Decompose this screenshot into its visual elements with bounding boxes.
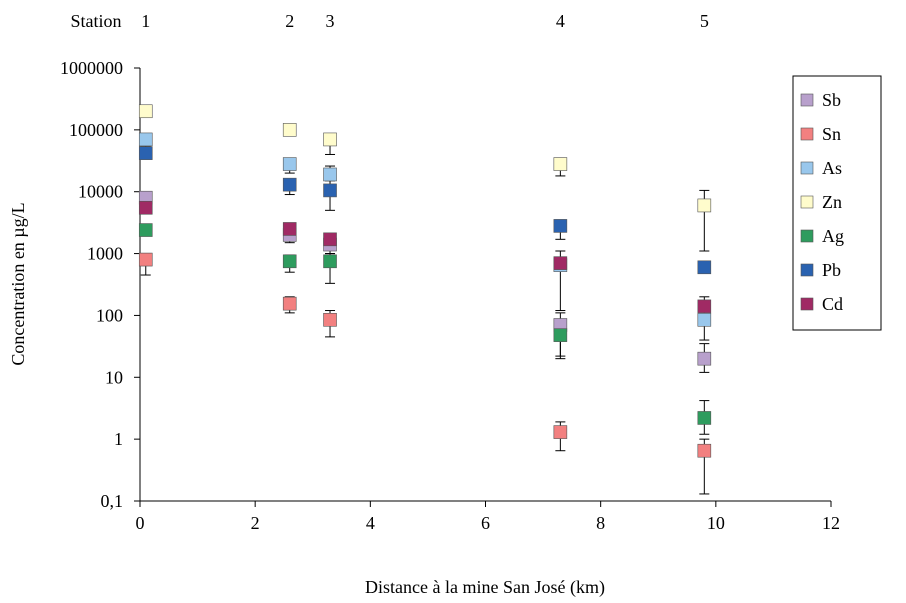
legend-label-zn: Zn [822,192,842,212]
point-zn [138,104,153,119]
point-sn [697,443,712,458]
point-pb [282,177,297,192]
point-zn [323,132,337,147]
legend-swatch-as [800,161,814,175]
legend-swatch-sb [800,93,814,107]
point-sn [138,252,153,267]
data-points [138,104,712,458]
error-bars [140,133,710,495]
y-tick-label: 1 [114,429,123,449]
tick-labels: 0,1 1 10 100 1000 10000 100000 1000000 0 2 4 6 8 10 12 [60,58,840,533]
y-tick-label: 100000 [69,120,123,140]
station-number: 1 [141,11,150,31]
station-number: 5 [700,11,709,31]
legend-label-sb: Sb [822,90,841,110]
station-number: 4 [556,11,565,31]
point-ag [323,254,337,269]
y-tick-label: 10000 [78,182,123,202]
point-as [282,157,297,171]
x-tick-label: 8 [596,513,605,533]
point-zn [697,198,712,213]
y-axis-label: Concentration en µg/L [8,202,28,365]
point-sb [697,351,712,366]
point-pb [697,260,712,275]
point-sn [282,296,297,311]
station-labels: Station 1 2 3 4 5 [70,11,708,31]
legend-label-sn: Sn [822,124,841,144]
point-cd [553,256,568,270]
point-as [323,167,337,182]
x-tick-label: 4 [366,513,375,533]
legend-label-cd: Cd [822,294,843,314]
point-cd [282,222,297,236]
x-axis-label: Distance à la mine San José (km) [365,577,605,598]
point-zn [553,157,568,171]
y-tick-label: 1000 [87,244,123,264]
legend-swatch-ag [800,229,814,243]
point-cd [697,299,712,314]
point-pb [323,183,337,198]
x-tick-label: 6 [481,513,490,533]
point-as [138,132,153,147]
station-number: 2 [285,11,294,31]
legend-label-pb: Pb [822,260,841,280]
axes [139,68,831,502]
x-tick-label: 10 [707,513,725,533]
point-cd [323,232,337,247]
point-pb [138,146,153,160]
point-zn [282,123,297,137]
x-tick-label: 0 [136,513,145,533]
legend-label-as: As [822,158,842,178]
y-tick-label: 1000000 [60,58,123,78]
point-ag [553,328,568,342]
point-as [697,312,712,327]
point-ag [282,254,297,269]
x-tick-label: 2 [251,513,260,533]
point-pb [553,219,568,233]
point-sn [553,425,568,439]
point-ag [697,411,712,425]
y-tick-label: 100 [96,305,123,325]
legend-swatch-zn [800,195,814,209]
legend-swatch-sn [800,127,814,141]
legend: Sb Sn As Zn Ag Pb Cd [792,75,882,331]
point-ag [138,223,153,237]
point-sn [323,312,337,327]
point-cd [138,200,153,215]
y-tick-label: 10 [105,367,123,387]
station-number: 3 [326,11,335,31]
legend-label-ag: Ag [822,226,844,246]
legend-swatch-pb [800,263,814,277]
x-tick-label: 12 [822,513,840,533]
legend-swatch-cd [800,297,814,311]
station-label: Station [70,11,121,31]
y-tick-label: 0,1 [101,491,124,511]
